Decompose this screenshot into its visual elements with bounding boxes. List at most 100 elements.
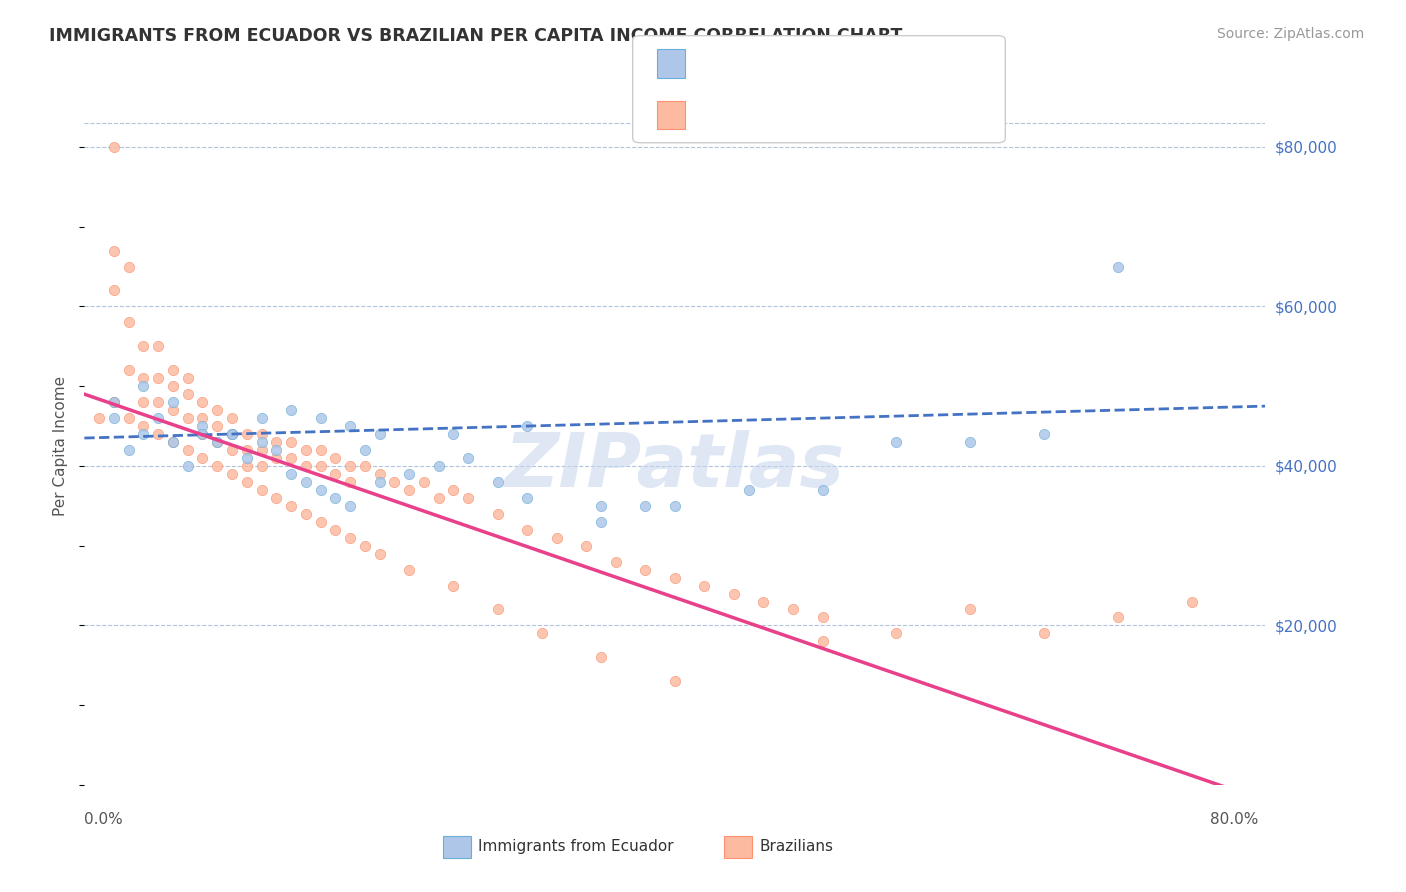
- Point: [339, 458, 361, 473]
- Point: [782, 602, 804, 616]
- Point: [368, 467, 391, 481]
- Point: [382, 475, 406, 489]
- Point: [280, 499, 302, 513]
- Point: [118, 260, 141, 274]
- Point: [250, 483, 273, 497]
- Text: -0.459: -0.459: [745, 108, 800, 122]
- Point: [162, 435, 184, 450]
- Point: [280, 450, 302, 465]
- Point: [236, 450, 259, 465]
- Point: [1033, 626, 1056, 640]
- Point: [280, 435, 302, 450]
- Point: [427, 458, 450, 473]
- Point: [1107, 610, 1129, 624]
- Point: [959, 435, 981, 450]
- Point: [634, 499, 657, 513]
- Text: 46: 46: [879, 56, 905, 70]
- Point: [177, 458, 200, 473]
- Point: [177, 442, 200, 457]
- Point: [309, 442, 332, 457]
- Text: 0.110: 0.110: [745, 56, 804, 70]
- Point: [443, 483, 465, 497]
- Point: [295, 475, 318, 489]
- Point: [132, 427, 155, 442]
- Point: [486, 507, 509, 521]
- Point: [207, 403, 229, 417]
- Point: [634, 563, 657, 577]
- Point: [250, 427, 273, 442]
- Point: [250, 442, 273, 457]
- Point: [591, 515, 613, 529]
- Point: [354, 539, 377, 553]
- Point: [103, 411, 125, 425]
- Text: Brazilians: Brazilians: [759, 839, 834, 855]
- Point: [132, 379, 155, 393]
- Point: [221, 467, 243, 481]
- Point: [354, 458, 377, 473]
- Point: [250, 435, 273, 450]
- Point: [191, 395, 214, 409]
- Point: [309, 411, 332, 425]
- Text: Immigrants from Ecuador: Immigrants from Ecuador: [478, 839, 673, 855]
- Point: [427, 491, 450, 505]
- Point: [398, 483, 420, 497]
- Point: [103, 244, 125, 258]
- Point: [162, 379, 184, 393]
- Y-axis label: Per Capita Income: Per Capita Income: [53, 376, 69, 516]
- Point: [250, 411, 273, 425]
- Point: [752, 594, 775, 608]
- Point: [148, 339, 170, 353]
- Point: [811, 483, 834, 497]
- Point: [148, 395, 170, 409]
- Point: [148, 411, 170, 425]
- Point: [516, 491, 538, 505]
- Point: [368, 547, 391, 561]
- Point: [325, 491, 347, 505]
- Point: [325, 467, 347, 481]
- Point: [162, 395, 184, 409]
- Point: [280, 403, 302, 417]
- Point: [886, 435, 908, 450]
- Point: [207, 419, 229, 434]
- Point: [236, 427, 259, 442]
- Point: [118, 442, 141, 457]
- Point: [486, 602, 509, 616]
- Point: [221, 427, 243, 442]
- Point: [605, 555, 627, 569]
- Point: [398, 563, 420, 577]
- Point: [886, 626, 908, 640]
- Point: [207, 435, 229, 450]
- Point: [103, 395, 125, 409]
- Point: [118, 411, 141, 425]
- Point: [443, 427, 465, 442]
- Point: [723, 586, 745, 600]
- Point: [132, 419, 155, 434]
- Point: [118, 363, 141, 377]
- Text: N =: N =: [837, 108, 866, 122]
- Point: [148, 371, 170, 385]
- Point: [221, 411, 243, 425]
- Point: [1033, 427, 1056, 442]
- Point: [664, 571, 686, 585]
- Point: [309, 458, 332, 473]
- Point: [118, 315, 141, 329]
- Point: [339, 419, 361, 434]
- Text: R =: R =: [692, 108, 720, 122]
- Point: [177, 387, 200, 401]
- Point: [398, 467, 420, 481]
- Point: [531, 626, 554, 640]
- Point: [486, 475, 509, 489]
- Point: [132, 339, 155, 353]
- Point: [207, 458, 229, 473]
- Point: [339, 531, 361, 545]
- Text: 0.0%: 0.0%: [84, 812, 124, 827]
- Point: [811, 634, 834, 648]
- Point: [575, 539, 598, 553]
- Point: [103, 140, 125, 154]
- Point: [516, 419, 538, 434]
- Point: [354, 442, 377, 457]
- Point: [236, 475, 259, 489]
- Text: N =: N =: [837, 56, 866, 70]
- Point: [1107, 260, 1129, 274]
- Point: [591, 650, 613, 665]
